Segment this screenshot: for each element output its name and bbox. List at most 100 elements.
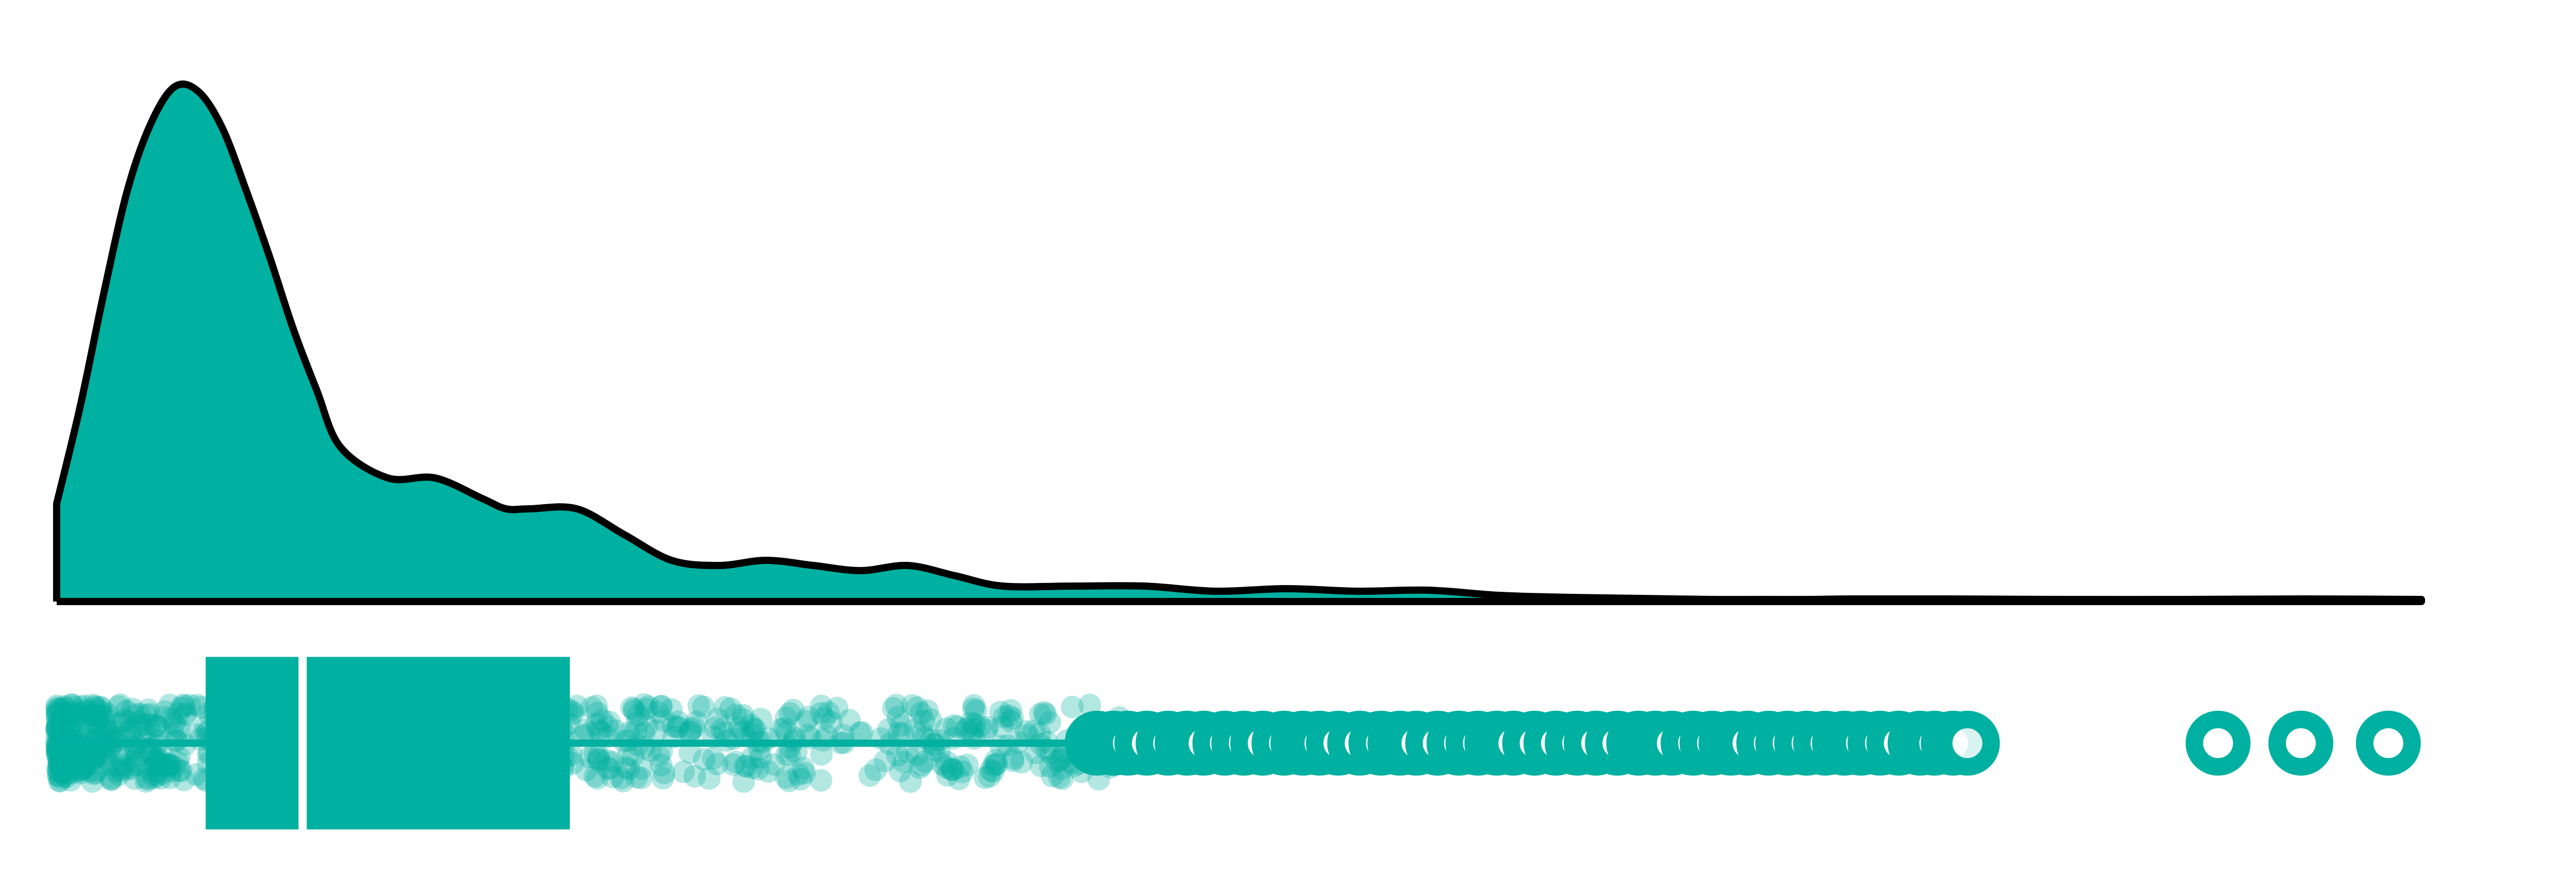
jitter-point bbox=[778, 702, 802, 725]
density-area bbox=[57, 84, 2421, 602]
jitter-point bbox=[650, 753, 673, 777]
jitter-point bbox=[741, 756, 764, 779]
jitter-point bbox=[61, 722, 84, 745]
jitter-point bbox=[78, 703, 101, 726]
jitter-point bbox=[115, 699, 139, 723]
jitter-point bbox=[68, 759, 91, 782]
jitter-point bbox=[947, 767, 971, 791]
jitter-point bbox=[774, 706, 798, 729]
jitter-point bbox=[680, 717, 703, 741]
jitter-point bbox=[69, 701, 92, 724]
jitter-point bbox=[50, 761, 73, 784]
jitter-point bbox=[889, 714, 912, 737]
jitter-point bbox=[46, 758, 69, 781]
jitter-point bbox=[617, 722, 640, 745]
jitter-point bbox=[1002, 749, 1025, 773]
jitter-point bbox=[127, 715, 150, 739]
jitter-point bbox=[645, 719, 668, 742]
jitter-point bbox=[935, 717, 958, 740]
jitter-point bbox=[124, 749, 147, 773]
outlier-point bbox=[1935, 711, 2000, 776]
jitter-point bbox=[158, 753, 181, 777]
jitter-point bbox=[45, 717, 69, 740]
jitter-point bbox=[889, 760, 912, 783]
jitter-point bbox=[650, 695, 673, 718]
jitter-point bbox=[985, 752, 1008, 775]
jitter-point bbox=[48, 719, 72, 743]
jitter-point bbox=[146, 750, 170, 774]
jitter-point bbox=[167, 717, 191, 740]
jitter-point bbox=[919, 708, 942, 731]
jitter-point bbox=[91, 705, 114, 728]
jitter-point bbox=[45, 694, 69, 717]
jitter-point bbox=[64, 705, 87, 728]
jitter-point bbox=[585, 694, 608, 717]
jitter-point bbox=[934, 756, 957, 779]
jitter-point bbox=[82, 762, 106, 785]
jitter-point bbox=[83, 745, 106, 768]
jitter-point bbox=[86, 759, 109, 782]
jitter-point bbox=[69, 758, 92, 781]
jitter-point bbox=[118, 719, 142, 743]
jitter-point bbox=[886, 744, 909, 767]
jitter-point bbox=[45, 714, 69, 737]
jitter-point bbox=[910, 753, 933, 777]
jitter-point bbox=[69, 745, 92, 768]
jitter-point bbox=[651, 766, 674, 790]
jitter-point bbox=[956, 753, 979, 777]
jitter-point bbox=[82, 746, 106, 769]
jitter-point bbox=[692, 748, 716, 771]
jitter-point bbox=[583, 742, 606, 765]
jitter-point bbox=[53, 695, 76, 718]
jitter-point bbox=[887, 722, 910, 745]
jitter-point bbox=[89, 696, 112, 719]
jitter-point bbox=[54, 704, 77, 727]
jitter-point bbox=[166, 702, 190, 725]
jitter-point bbox=[809, 702, 833, 725]
jitter-point bbox=[778, 744, 801, 767]
jitter-point bbox=[110, 744, 133, 767]
jitter-point bbox=[1050, 757, 1074, 780]
jitter-point bbox=[667, 715, 690, 739]
jitter-point bbox=[1028, 722, 1051, 745]
jitter-point bbox=[74, 748, 97, 771]
jitter-point bbox=[706, 752, 729, 776]
jitter-point bbox=[159, 708, 182, 731]
jitter-point bbox=[683, 716, 706, 739]
jitter-point bbox=[74, 754, 97, 777]
jitter-point bbox=[155, 752, 178, 776]
jitter-point bbox=[48, 751, 71, 774]
jitter-point bbox=[81, 694, 104, 717]
jitter-point bbox=[158, 693, 181, 716]
jitter-point bbox=[134, 713, 158, 736]
jitter-point bbox=[769, 718, 792, 741]
jitter-point bbox=[913, 750, 937, 773]
jitter-point bbox=[52, 704, 75, 727]
jitter-point bbox=[50, 718, 74, 741]
jitter-point bbox=[52, 750, 75, 773]
jitter-point bbox=[942, 714, 965, 737]
jitter-point bbox=[813, 707, 836, 730]
jitter-point bbox=[885, 694, 908, 717]
jitter-point bbox=[83, 695, 107, 718]
jitter-point bbox=[186, 694, 209, 717]
jitter-point bbox=[57, 707, 80, 730]
jitter-point bbox=[140, 722, 163, 745]
jitter-point bbox=[727, 716, 751, 739]
jitter-point bbox=[88, 699, 111, 722]
jitter-point bbox=[70, 758, 93, 781]
jitter-point bbox=[910, 720, 934, 744]
jitter-point bbox=[625, 765, 648, 788]
jitter-point bbox=[775, 766, 798, 789]
jitter-point bbox=[154, 700, 177, 723]
jitter-point bbox=[941, 758, 964, 781]
jitter-point bbox=[578, 746, 601, 769]
jitter-point bbox=[45, 718, 69, 741]
jitter-point bbox=[633, 693, 656, 716]
jitter-point bbox=[590, 708, 614, 731]
jitter-point bbox=[672, 760, 695, 783]
jitter-point bbox=[62, 717, 86, 740]
jitter-point bbox=[990, 715, 1013, 739]
jitter-point bbox=[143, 754, 166, 777]
jitter-point bbox=[1029, 702, 1052, 726]
